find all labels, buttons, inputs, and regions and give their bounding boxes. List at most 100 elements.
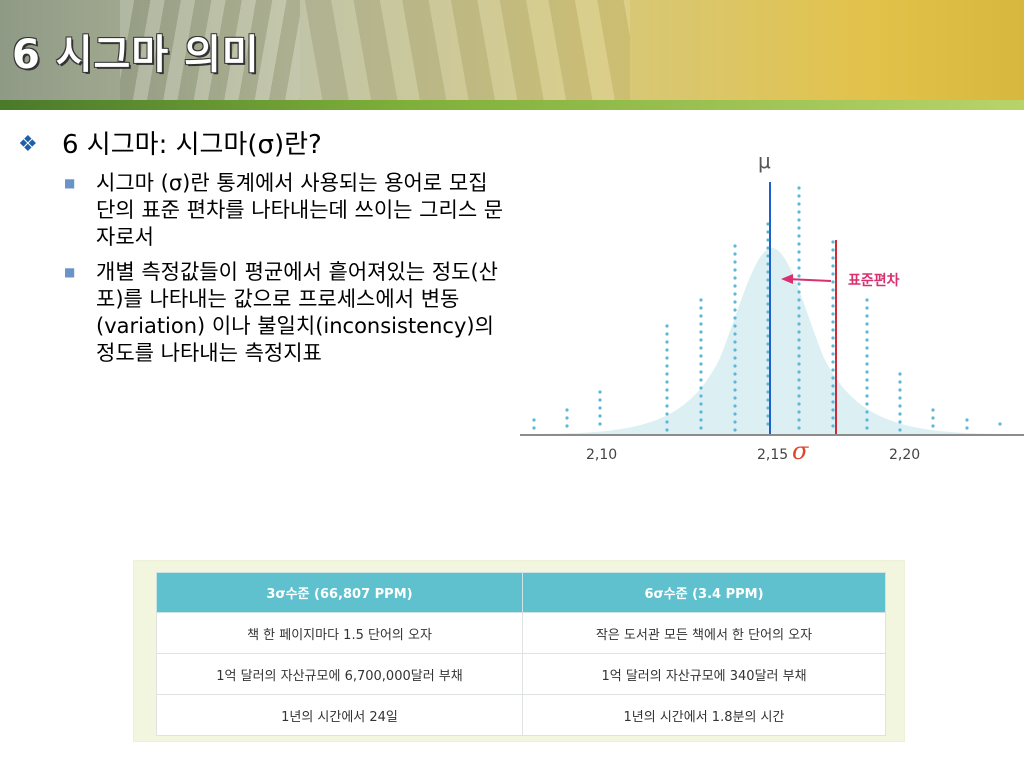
distribution-dot [865,418,868,421]
distribution-dot [797,346,800,349]
sigma-comparison-table: 3σ수준 (66,807 PPM) 6σ수준 (3.4 PPM) 책 한 페이지… [156,572,886,736]
distribution-dot [797,250,800,253]
distribution-dot [931,416,934,419]
distribution-dot [733,268,736,271]
distribution-dot [797,394,800,397]
distribution-dot [898,428,901,431]
distribution-dot [797,194,800,197]
distribution-dot [797,370,800,373]
distribution-dot [532,426,535,429]
distribution-dot [831,344,834,347]
distribution-dot [665,332,668,335]
distribution-dot [665,324,668,327]
distribution-dot [797,418,800,421]
distribution-dot [565,424,568,427]
distribution-dot [831,288,834,291]
distribution-dot [931,424,934,427]
distribution-dot [733,324,736,327]
distribution-dot [831,312,834,315]
distribution-dot [699,330,702,333]
header-texture-2 [300,0,630,100]
distribution-dot [865,306,868,309]
distribution-dot [598,406,601,409]
distribution-dot [665,372,668,375]
distribution-dot [733,252,736,255]
distribution-dot [797,402,800,405]
distribution-dot [797,354,800,357]
distribution-dot [797,210,800,213]
distribution-dot [797,266,800,269]
table-row: 책 한 페이지마다 1.5 단어의 오자 작은 도서관 모든 책에서 한 단어의… [157,613,886,654]
table-row: 1년의 시간에서 24일 1년의 시간에서 1.8분의 시간 [157,695,886,736]
bullet-item: ■ 개별 측정값들이 평균에서 흩어져있는 정도(산포)를 나타내는 값으로 프… [64,259,513,367]
comparison-panel: 3σ수준 (66,807 PPM) 6σ수준 (3.4 PPM) 책 한 페이지… [133,560,905,742]
x-tick-label: 2,20 [889,447,920,463]
distribution-dot [797,202,800,205]
distribution-dot [865,402,868,405]
distribution-dot [733,412,736,415]
slide-header: 6 시그마 의미 [0,0,1024,100]
distribution-dot [797,322,800,325]
column-header-6sigma: 6σ수준 (3.4 PPM) [523,573,886,613]
table-cell: 작은 도서관 모든 책에서 한 단어의 오자 [523,613,886,654]
distribution-dot [865,314,868,317]
distribution-dot [699,418,702,421]
distribution-dot [699,402,702,405]
distribution-dot [931,408,934,411]
distribution-dot [733,364,736,367]
distribution-dot [865,322,868,325]
distribution-dot [699,370,702,373]
std-label: 표준편차 [848,272,900,289]
distribution-dot [831,248,834,251]
distribution-dot [733,316,736,319]
bullet-heading: 6 시그마: 시그마(σ)란? [62,128,322,162]
slide-title: 6 시그마 의미 [12,22,260,80]
distribution-dot [733,428,736,431]
distribution-dot [797,218,800,221]
distribution-dot [733,244,736,247]
distribution-dot [865,394,868,397]
table-header-row: 3σ수준 (66,807 PPM) 6σ수준 (3.4 PPM) [157,573,886,613]
distribution-dot [831,256,834,259]
distribution-dot [797,282,800,285]
table-cell: 1년의 시간에서 24일 [157,695,523,736]
distribution-dot [598,422,601,425]
distribution-dot [865,362,868,365]
distribution-dot [898,404,901,407]
distribution-dot [699,322,702,325]
x-tick-label: 2,15 [757,447,788,463]
distribution-dot [797,362,800,365]
distribution-dot [797,234,800,237]
distribution-dot [699,410,702,413]
distribution-dot [831,352,834,355]
distribution-dot [831,304,834,307]
bullet-item: ■ 시그마 (σ)란 통계에서 사용되는 용어로 모집단의 표준 편차를 나타내… [64,170,513,251]
square-bullet-icon: ■ [64,170,96,197]
distribution-dot [831,336,834,339]
distribution-dot [998,422,1001,425]
distribution-dot [797,426,800,429]
distribution-dot [797,226,800,229]
distribution-dot [797,290,800,293]
distribution-dot [831,376,834,379]
distribution-dot [665,388,668,391]
distribution-dot [733,372,736,375]
distribution-dot [733,276,736,279]
distribution-dot [733,260,736,263]
distribution-dot [665,380,668,383]
distribution-dot [831,368,834,371]
distribution-dot [831,384,834,387]
distribution-dot [831,408,834,411]
distribution-dot [733,420,736,423]
distribution-dot [898,396,901,399]
distribution-dot [965,418,968,421]
distribution-dot [865,378,868,381]
table-cell: 1억 달러의 자산규모에 340달러 부채 [523,654,886,695]
distribution-dot [699,346,702,349]
distribution-dot [797,306,800,309]
distribution-svg: μ 표준편차 2,10 2,15 2,20 σ [515,138,1024,474]
distribution-dot [699,306,702,309]
distribution-dot [831,320,834,323]
distribution-dot [865,346,868,349]
distribution-dot [733,300,736,303]
